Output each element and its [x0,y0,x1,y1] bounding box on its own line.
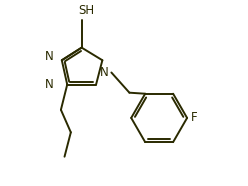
Text: N: N [45,78,54,91]
Text: N: N [45,50,54,63]
Text: F: F [191,111,198,124]
Text: SH: SH [78,4,94,17]
Text: N: N [100,66,109,79]
